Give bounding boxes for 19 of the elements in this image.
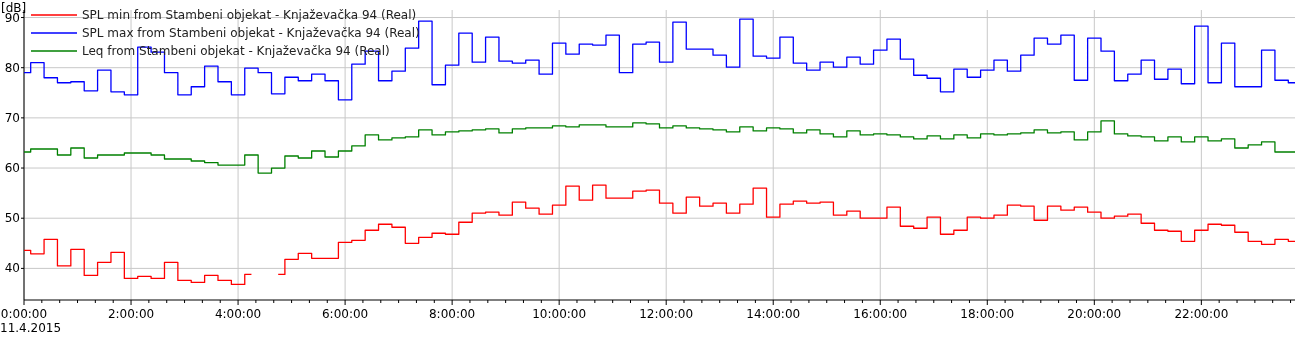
y-tick-label: 70 [4,110,20,125]
x-tick-label: 8:00:00 [428,307,476,321]
y-tick-label: 80 [4,60,20,75]
text: 11.4.2015 [0,321,62,335]
x-tick-label: 0:00:00 [0,307,48,321]
y-tick-label: 60 [4,161,20,176]
x-tick-label: 2:00:00 [107,307,155,321]
x-tick-label: 10:00:00 [532,307,587,321]
x-tick-label: 16:00:00 [853,307,908,321]
x-tick-label: 4:00:00 [214,307,262,321]
x-tick-label: 20:00:00 [1067,307,1122,321]
legend-label: SPL min from Stambeni objekat - Knjaževačka 94 (Real) [82,8,417,22]
x-tick-label: 18:00:00 [960,307,1015,321]
x-tick-label: 22:00:00 [1174,307,1229,321]
y-tick-label: 50 [4,211,20,226]
x-tick-label: 14:00:00 [746,307,801,321]
x-tick-label: 12:00:00 [639,307,694,321]
y-tick-label: 40 [4,261,20,276]
x-tick-label: 6:00:00 [321,307,369,321]
